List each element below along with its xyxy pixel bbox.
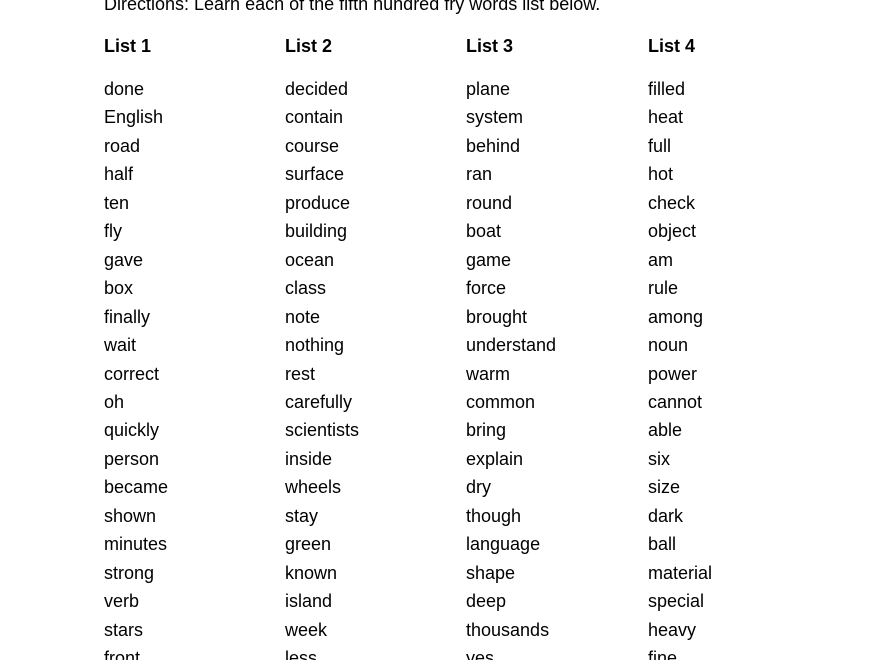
word: boat <box>466 221 502 242</box>
word: special <box>648 591 705 612</box>
word: front <box>104 648 141 660</box>
word: surface <box>285 164 345 185</box>
word: stay <box>285 505 319 526</box>
word: verb <box>104 591 140 612</box>
word: round <box>466 192 513 213</box>
word: able <box>648 420 683 441</box>
word: strong <box>104 562 155 583</box>
word: explain <box>466 448 524 469</box>
word: language <box>466 534 541 555</box>
word: noun <box>648 335 689 356</box>
list-title: List 1 <box>104 36 152 56</box>
word: plane <box>466 79 511 99</box>
word: course <box>285 135 340 156</box>
word: decided <box>285 79 349 99</box>
word: six <box>648 448 670 469</box>
word: am <box>648 249 674 270</box>
word: produce <box>285 192 351 213</box>
word: warm <box>466 363 510 384</box>
word: bring <box>466 420 507 441</box>
word: full <box>648 135 672 156</box>
word: heavy <box>648 619 697 640</box>
word: cannot <box>648 391 703 412</box>
word: note <box>285 306 321 327</box>
word: finally <box>104 306 151 327</box>
word: force <box>466 278 507 299</box>
word-list: List 3 plane system behind ran round boat game f… <box>466 0 646 660</box>
word: object <box>648 221 697 242</box>
word: building <box>285 221 348 242</box>
list-title: List 4 <box>648 36 696 56</box>
list-title: List 3 <box>466 36 514 56</box>
word: though <box>466 505 522 526</box>
word: thousands <box>466 619 550 640</box>
word: deep <box>466 591 507 612</box>
word: ran <box>466 164 493 185</box>
word: game <box>466 249 512 270</box>
word: wheels <box>285 477 342 498</box>
word: yes <box>466 648 495 660</box>
word: heat <box>648 107 684 128</box>
word: road <box>104 135 141 156</box>
word: contain <box>285 107 344 128</box>
word: among <box>648 306 704 327</box>
word: check <box>648 192 696 213</box>
word: less <box>285 648 318 660</box>
word: box <box>104 278 134 299</box>
word: gave <box>104 249 144 270</box>
word: correct <box>104 363 160 384</box>
word: understand <box>466 335 557 356</box>
word: oh <box>104 391 125 412</box>
word: common <box>466 391 536 412</box>
word: fly <box>104 221 122 242</box>
word: carefully <box>285 391 353 412</box>
word: green <box>285 534 332 555</box>
word: size <box>648 477 681 498</box>
word: shape <box>466 562 516 583</box>
word: done <box>104 79 145 99</box>
word: stars <box>104 619 144 640</box>
word: inside <box>285 448 333 469</box>
word: week <box>285 619 328 640</box>
word: half <box>104 164 134 185</box>
word: dry <box>466 477 492 498</box>
word: rule <box>648 278 679 299</box>
word: system <box>466 107 524 128</box>
word: English <box>104 107 164 128</box>
word: nothing <box>285 335 345 356</box>
word: wait <box>104 335 137 356</box>
word: quickly <box>104 420 160 441</box>
word: dark <box>648 505 684 526</box>
word: known <box>285 562 338 583</box>
word: power <box>648 363 698 384</box>
word: filled <box>648 79 686 99</box>
word: person <box>104 448 160 469</box>
word: ball <box>648 534 677 555</box>
word: ocean <box>285 249 335 270</box>
word: behind <box>466 135 521 156</box>
word: material <box>648 562 713 583</box>
word: island <box>285 591 333 612</box>
word: brought <box>466 306 528 327</box>
word: shown <box>104 505 157 526</box>
word: scientists <box>285 420 360 441</box>
word-list: List 2 decided contain course surface produce… <box>285 0 465 660</box>
word-list: List 4 filled heat full hot check object am rule… <box>648 0 828 660</box>
word: fine <box>648 648 678 660</box>
word-list: List 1 done English road half ten fly gave box fi… <box>104 0 284 660</box>
word: minutes <box>104 534 168 555</box>
word: hot <box>648 164 674 185</box>
word: ten <box>104 192 130 213</box>
list-title: List 2 <box>285 36 333 56</box>
word: class <box>285 278 327 299</box>
directions: Directions: Learn each of the fifth hund… <box>104 0 601 14</box>
word: became <box>104 477 169 498</box>
word: rest <box>285 363 316 384</box>
